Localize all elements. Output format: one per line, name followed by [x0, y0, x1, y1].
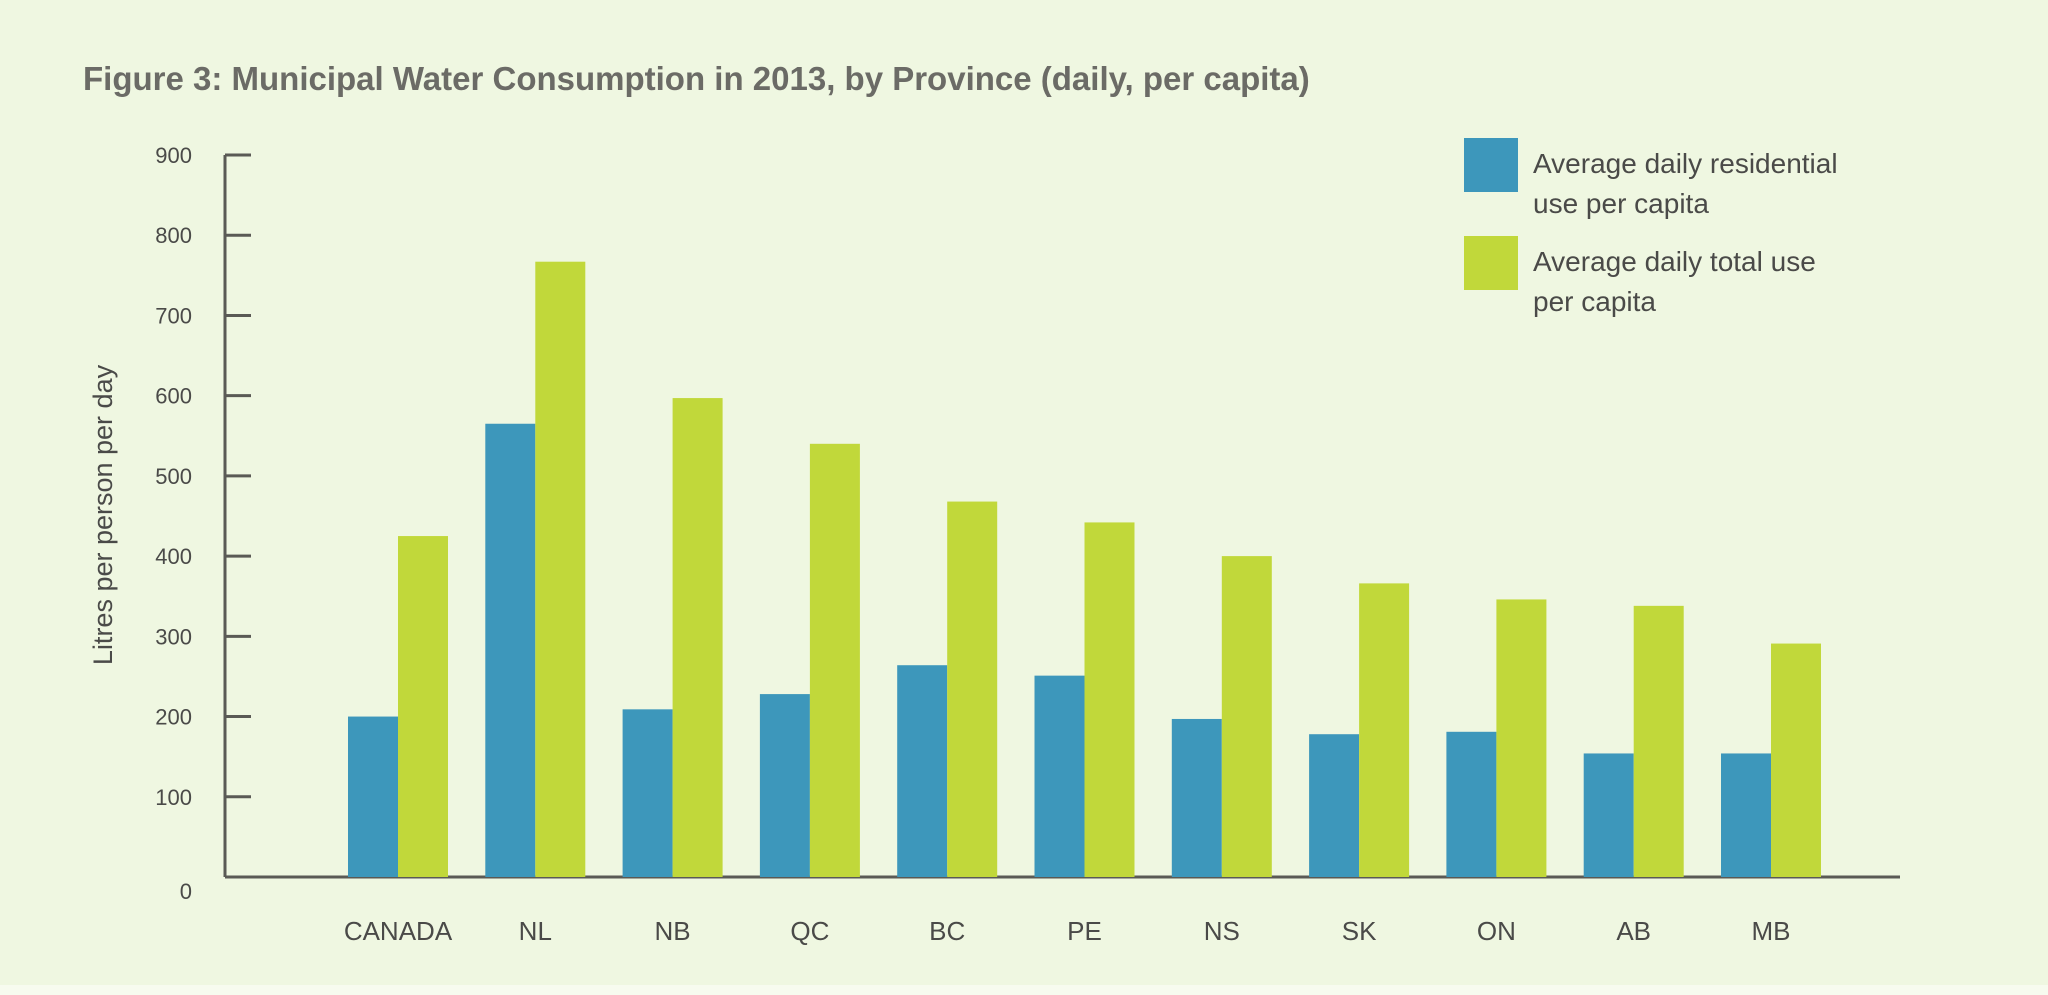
bars — [348, 261, 1821, 877]
chart-title: Figure 3: Municipal Water Consumption in… — [83, 60, 1310, 97]
y-tick-label: 400 — [155, 544, 192, 569]
x-tick-label: CANADA — [344, 916, 453, 946]
x-tick-label: ON — [1477, 916, 1516, 946]
bar-nb-total — [672, 398, 723, 877]
bar-ab-total — [1633, 605, 1684, 877]
bar-on-residential — [1446, 731, 1497, 877]
legend-label: Average daily residential — [1533, 148, 1838, 179]
bar-nl-residential — [485, 423, 536, 877]
x-tick-label: QC — [790, 916, 829, 946]
y-tick-label: 600 — [155, 384, 192, 409]
x-tick-label: NL — [519, 916, 552, 946]
y-tick-label: 800 — [155, 223, 192, 248]
y-tick-label: 0 — [180, 879, 192, 904]
x-tick-label: MB — [1752, 916, 1791, 946]
bar-qc-total — [809, 443, 860, 877]
x-tick-label: PE — [1067, 916, 1102, 946]
legend-label: use per capita — [1533, 188, 1709, 219]
bar-mb-residential — [1721, 753, 1771, 877]
chart-frame-bottom — [0, 985, 2048, 995]
bar-canada-total — [398, 536, 448, 877]
bar-pe-residential — [1034, 675, 1085, 877]
bar-sk-total — [1359, 583, 1410, 877]
bar-nl-total — [535, 261, 586, 877]
bar-ab-residential — [1583, 753, 1634, 877]
bar-mb-total — [1771, 643, 1821, 877]
x-tick-label: NB — [655, 916, 691, 946]
bar-on-total — [1496, 599, 1547, 877]
legend-label: Average daily total use — [1533, 246, 1816, 277]
bar-bc-total — [947, 501, 998, 877]
legend-swatch — [1464, 138, 1518, 192]
legend-label: per capita — [1533, 286, 1656, 317]
bar-nb-residential — [622, 709, 673, 877]
bar-canada-residential — [348, 716, 398, 877]
bar-ns-total — [1221, 556, 1272, 877]
y-tick-label: 900 — [155, 143, 192, 168]
bar-sk-residential — [1309, 734, 1360, 877]
y-tick-label: 700 — [155, 303, 192, 328]
bar-qc-residential — [759, 694, 810, 877]
x-tick-label: NS — [1204, 916, 1240, 946]
x-tick-label: AB — [1616, 916, 1651, 946]
y-tick-label: 300 — [155, 624, 192, 649]
y-tick-label: 200 — [155, 705, 192, 730]
bar-pe-total — [1084, 522, 1135, 877]
y-tick-label: 100 — [155, 785, 192, 810]
bar-bc-residential — [897, 665, 948, 877]
legend-swatch — [1464, 236, 1518, 290]
x-tick-label: SK — [1342, 916, 1377, 946]
x-tick-label: BC — [929, 916, 965, 946]
legend: Average daily residential use per capita A… — [1464, 138, 1838, 317]
x-tick-labels: CANADA NL NB QC BC PE NS SK ON AB MB — [344, 916, 1791, 946]
y-tick-label: 500 — [155, 464, 192, 489]
bar-ns-residential — [1171, 718, 1222, 877]
y-axis-label: Litres per person per day — [88, 364, 118, 665]
